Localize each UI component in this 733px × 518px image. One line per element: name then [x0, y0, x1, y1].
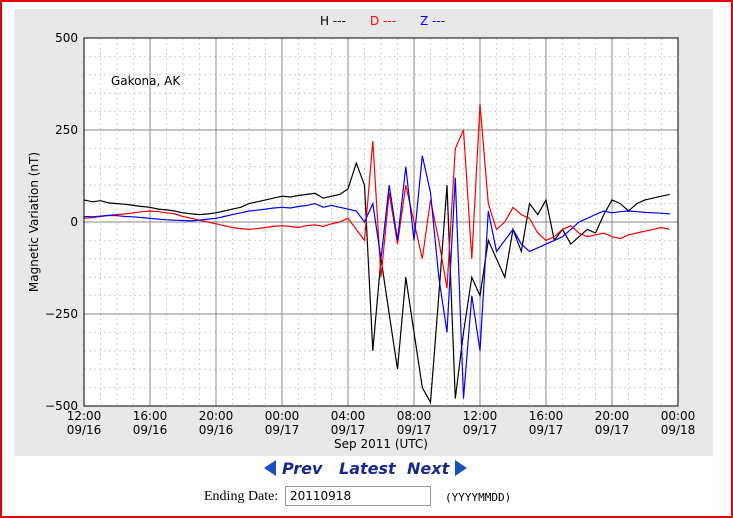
prev-arrow-icon: [264, 459, 276, 476]
series-line-h: [83, 161, 670, 405]
y-tick-label: 0: [70, 215, 78, 229]
x-tick-label-date: 09/16: [67, 423, 102, 437]
legend-entry-z: Z ---: [420, 14, 445, 28]
y-axis-label: Magnetic Variation (nT): [27, 152, 41, 292]
next-label: Next: [407, 459, 450, 478]
x-tick-label-time: 16:00: [529, 409, 564, 423]
series-line-d: [83, 104, 670, 289]
next-arrow-icon: [455, 459, 468, 476]
x-tick-label-time: 08:00: [397, 409, 432, 423]
navigation-bar: Prev Latest Next: [0, 458, 733, 480]
y-tick-label: 250: [55, 123, 78, 137]
x-tick-label-date: 09/18: [661, 423, 696, 437]
plot-panel: 500 250 0 −250 −500 12:00 09/16 16:00 09/16 20:00…: [14, 9, 713, 456]
x-tick-label-date: 09/17: [331, 423, 366, 437]
plot-frame: [83, 37, 679, 407]
y-tick-label: −250: [45, 307, 78, 321]
x-tick-label-date: 09/17: [463, 423, 498, 437]
date-format-hint: (YYYYMMDD): [445, 491, 512, 504]
x-axis-label: Sep 2011 (UTC): [334, 437, 428, 451]
prev-button[interactable]: Prev: [264, 458, 322, 480]
x-tick-label-time: 20:00: [199, 409, 234, 423]
prev-label: Prev: [282, 459, 323, 478]
x-tick-label-time: 04:00: [331, 409, 366, 423]
x-tick-label-time: 12:00: [67, 409, 102, 423]
x-tick-label-time: 20:00: [595, 409, 630, 423]
ending-date-row: Ending Date: (YYYYMMDD): [0, 486, 733, 510]
ending-date-input[interactable]: [285, 486, 431, 506]
latest-button[interactable]: Latest: [339, 459, 396, 478]
x-tick-label-date: 09/16: [199, 423, 234, 437]
next-button[interactable]: Next: [407, 458, 468, 480]
x-tick-label-date: 09/17: [397, 423, 432, 437]
y-tick-label: −500: [45, 399, 78, 413]
x-tick-label-date: 09/16: [133, 423, 168, 437]
x-tick-label-date: 09/17: [595, 423, 630, 437]
ending-date-label: Ending Date:: [204, 489, 279, 504]
legend-entry-h: H ---: [320, 14, 346, 28]
x-tick-label-time: 00:00: [661, 409, 696, 423]
legend-entry-d: D ---: [370, 14, 396, 28]
station-label: Gakona, AK: [111, 74, 181, 88]
magnetometer-chart: 5002500−250−50012:0009/1616:0009/1620:00…: [27, 14, 696, 451]
x-tick-label-time: 12:00: [463, 409, 498, 423]
x-tick-label-date: 09/17: [265, 423, 300, 437]
x-tick-label-date: 09/17: [529, 423, 564, 437]
x-tick-label-time: 16:00: [133, 409, 168, 423]
y-tick-label: 500: [55, 31, 78, 45]
series-line-z: [83, 155, 670, 399]
x-tick-label-time: 00:00: [265, 409, 300, 423]
